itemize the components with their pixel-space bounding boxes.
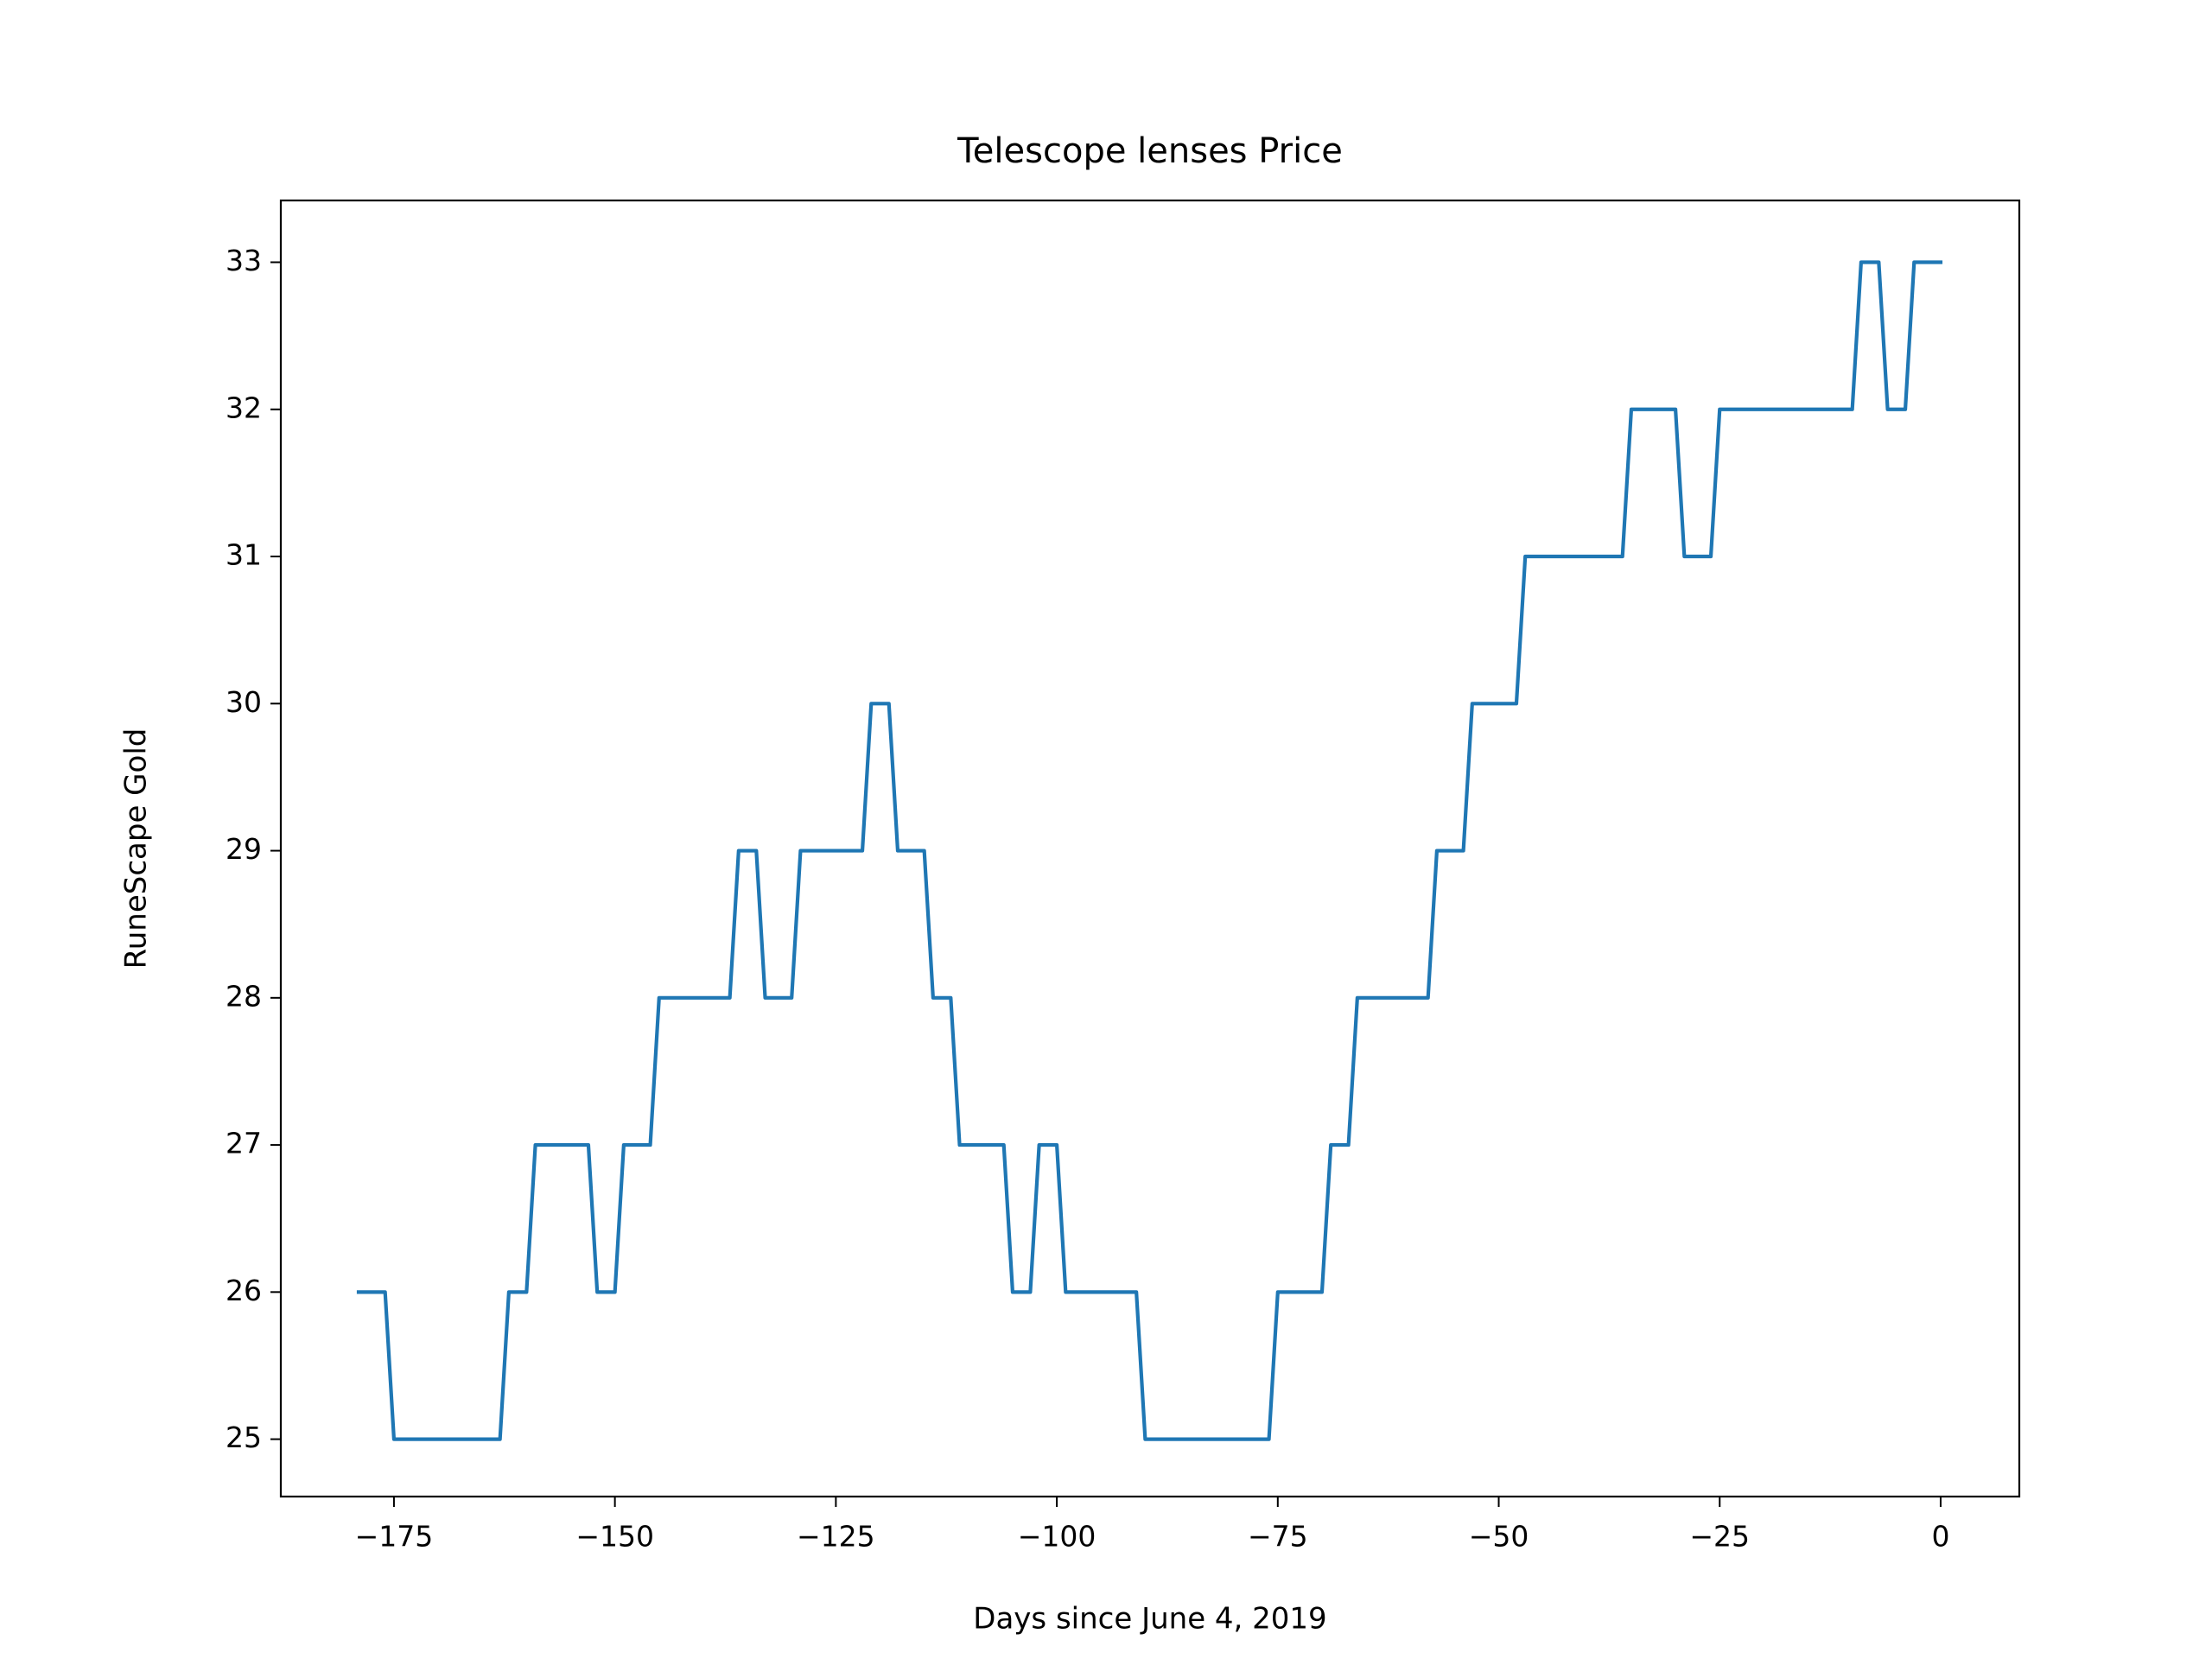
x-tick-label: −100: [1018, 1520, 1096, 1554]
y-tick-label: 32: [226, 391, 262, 424]
x-tick-label: −75: [1248, 1520, 1308, 1554]
x-axis-label: Days since June 4, 2019: [973, 1602, 1326, 1637]
x-tick-label: −125: [797, 1520, 875, 1554]
y-tick-label: 27: [226, 1127, 262, 1160]
chart-title: Telescope lenses Price: [957, 131, 1343, 171]
y-tick-label: 31: [226, 538, 262, 572]
y-axis-label: RuneScape Gold: [119, 728, 154, 969]
y-tick-label: 33: [226, 244, 262, 277]
x-tick-label: −25: [1689, 1520, 1750, 1554]
data-line: [356, 260, 1943, 1441]
x-tick-label: −50: [1469, 1520, 1529, 1554]
y-tick-label: 30: [226, 685, 262, 719]
x-tick-label: −175: [355, 1520, 434, 1554]
y-tick-label: 26: [226, 1274, 262, 1307]
plot-frame: [279, 199, 2021, 1498]
y-tick-label: 25: [226, 1421, 262, 1454]
x-tick-label: 0: [1931, 1520, 1949, 1554]
y-tick-label: 29: [226, 832, 262, 866]
y-tick-label: 28: [226, 979, 262, 1013]
x-tick-label: −150: [575, 1520, 654, 1554]
